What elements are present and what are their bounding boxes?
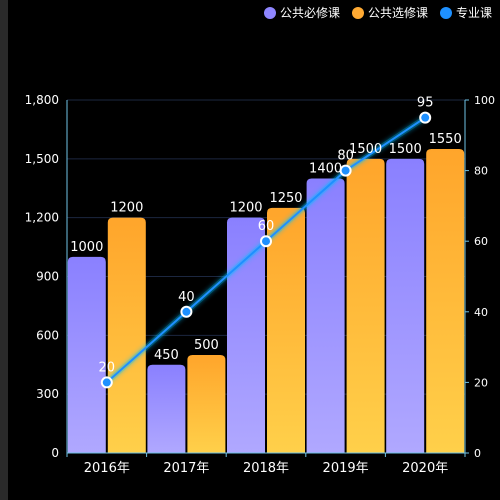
y-left-tick-label: 1,200 [25, 211, 59, 225]
line-major-value-label: 20 [99, 360, 116, 375]
legend-swatch-major [439, 6, 452, 19]
x-tick-label: 2017年 [163, 461, 209, 476]
line-major-value-label: 95 [417, 96, 434, 111]
y-right-tick-label: 80 [474, 165, 488, 178]
bar-required-value-label: 1200 [229, 201, 262, 216]
bar-required [227, 217, 265, 453]
legend-label-required: 公共必修课 [279, 6, 340, 20]
line-major-point [100, 376, 113, 389]
bar-elective-value-label: 1200 [110, 201, 143, 216]
bar-elective-value-label: 1500 [349, 142, 382, 157]
line-major-point [180, 305, 193, 318]
y-left-tick-label: 600 [36, 328, 59, 342]
y-right-tick-label: 100 [474, 94, 495, 107]
x-tick-label: 2019年 [323, 461, 369, 476]
line-layer [100, 111, 432, 389]
legend-item-required[interactable]: 公共必修课 [263, 4, 340, 21]
line-major-point [260, 235, 272, 248]
bar-required-value-label: 1400 [309, 161, 342, 176]
bar-elective [107, 217, 146, 453]
label-layer: 1000 1200 450 500 1200 1250 1400 1500 1500 1550 20… [70, 96, 461, 376]
y-left-tick-label: 0 [51, 446, 59, 460]
bar-elective-value-label: 1250 [269, 191, 302, 206]
y-left-tick-label: 1,800 [25, 93, 59, 107]
y-left-tick-label: 1,500 [25, 152, 59, 166]
axis-layer: 03006009001,2001,5001,800020406080100201… [25, 93, 495, 476]
bar-elective [346, 158, 385, 454]
legend-item-major[interactable]: 专业课 [439, 4, 492, 21]
line-major-value-label: 60 [258, 219, 275, 234]
legend: 公共必修课 公共选修课 专业课 [263, 4, 492, 21]
y-right-tick-label: 0 [474, 447, 481, 460]
bar-elective-value-label: 1550 [429, 132, 462, 147]
line-major-value-label: 40 [178, 290, 195, 305]
legend-item-elective[interactable]: 公共选修课 [351, 4, 428, 21]
bar-required-value-label: 450 [154, 348, 179, 363]
x-tick-label: 2018年 [243, 461, 289, 476]
bar-required-value-label: 1500 [389, 142, 422, 157]
bar-required-value-label: 1000 [70, 240, 103, 255]
bar-required [147, 364, 186, 453]
y-left-tick-label: 900 [36, 270, 59, 284]
line-major-point [419, 111, 432, 124]
line-major-point [339, 164, 352, 177]
y-right-tick-label: 40 [474, 306, 488, 319]
legend-swatch-required [263, 6, 276, 19]
x-tick-label: 2016年 [84, 461, 130, 476]
x-tick-label: 2020年 [402, 461, 448, 476]
bar-layer [67, 149, 465, 454]
left-edge-strip [0, 0, 8, 500]
bar-elective [187, 354, 226, 453]
y-right-tick-label: 60 [474, 235, 488, 248]
y-right-tick-label: 20 [474, 376, 488, 389]
bar-required [386, 158, 425, 454]
legend-label-elective: 公共选修课 [367, 6, 428, 20]
line-major-value-label: 80 [337, 149, 354, 164]
bar-elective-value-label: 500 [194, 338, 219, 353]
legend-label-major: 专业课 [455, 6, 492, 20]
bar-required [67, 256, 106, 453]
bar-required [306, 178, 345, 453]
bar-elective [426, 149, 465, 453]
y-left-tick-label: 300 [36, 387, 59, 401]
legend-swatch-elective [351, 6, 364, 19]
bar-elective [267, 207, 305, 453]
